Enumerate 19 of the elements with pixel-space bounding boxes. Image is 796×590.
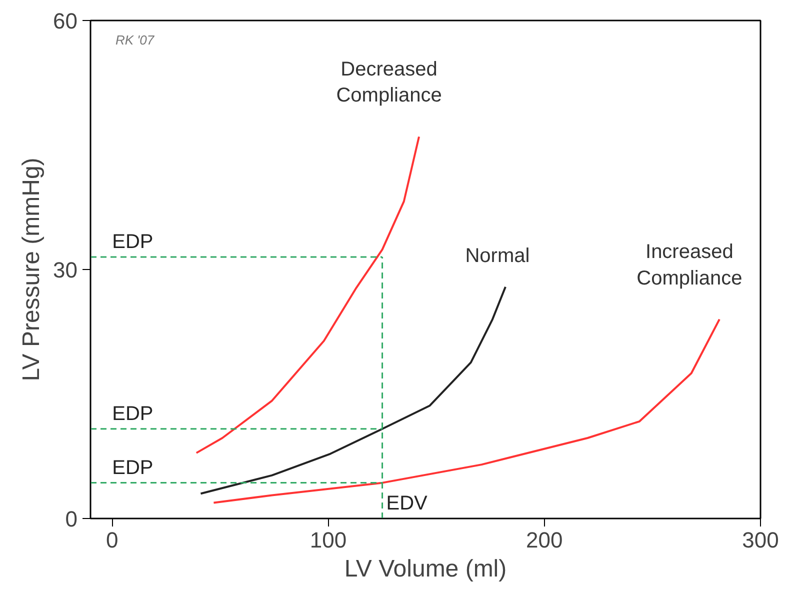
y-tick-label: 30 xyxy=(53,258,78,282)
ref-line-label: EDP xyxy=(112,402,154,425)
series-label: Increased Compliance xyxy=(636,240,742,290)
x-tick-label: 0 xyxy=(106,528,118,552)
line-series xyxy=(195,136,420,454)
line-series xyxy=(200,286,506,495)
ref-line-label: EDV xyxy=(386,492,428,514)
ref-line-label: EDP xyxy=(112,231,154,254)
series-label: Normal xyxy=(465,244,530,267)
x-axis-title: LV Volume (ml) xyxy=(344,556,507,582)
annotation: RK '07 xyxy=(116,32,155,48)
y-tick-label: 0 xyxy=(65,506,78,532)
ref-line-label: EDP xyxy=(112,456,154,479)
series-label: Decreased Compliance xyxy=(336,58,442,107)
y-axis-title: LV Pressure (mmHg) xyxy=(18,158,46,382)
x-tick-label: 300 xyxy=(742,528,779,552)
x-tick-label: 200 xyxy=(526,528,563,552)
x-tick-label: 100 xyxy=(310,528,347,552)
y-tick-label: 60 xyxy=(53,8,78,34)
